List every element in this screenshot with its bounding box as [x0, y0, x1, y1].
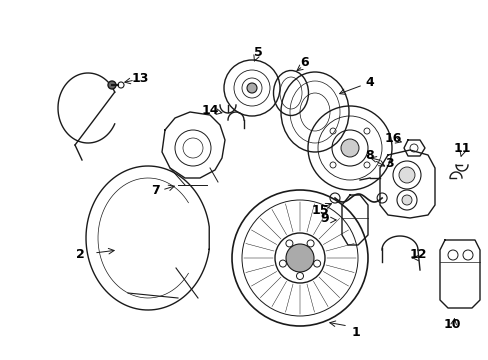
Text: 9: 9	[320, 212, 328, 225]
Circle shape	[246, 83, 257, 93]
Text: 12: 12	[408, 248, 426, 261]
Text: 1: 1	[351, 325, 360, 338]
Text: 5: 5	[253, 45, 262, 59]
Circle shape	[401, 195, 411, 205]
Text: 8: 8	[365, 149, 373, 162]
Text: 3: 3	[385, 157, 393, 170]
Text: 16: 16	[384, 131, 401, 144]
Circle shape	[108, 81, 116, 89]
Text: 7: 7	[150, 184, 159, 197]
Text: 6: 6	[300, 55, 309, 68]
Text: 2: 2	[76, 248, 84, 261]
Circle shape	[285, 244, 313, 272]
Circle shape	[340, 139, 358, 157]
Text: 10: 10	[442, 319, 460, 332]
Text: 4: 4	[365, 76, 374, 89]
Circle shape	[398, 167, 414, 183]
Text: 15: 15	[311, 203, 328, 216]
Text: 11: 11	[452, 141, 470, 154]
Text: 14: 14	[201, 104, 218, 117]
Text: 13: 13	[131, 72, 148, 85]
